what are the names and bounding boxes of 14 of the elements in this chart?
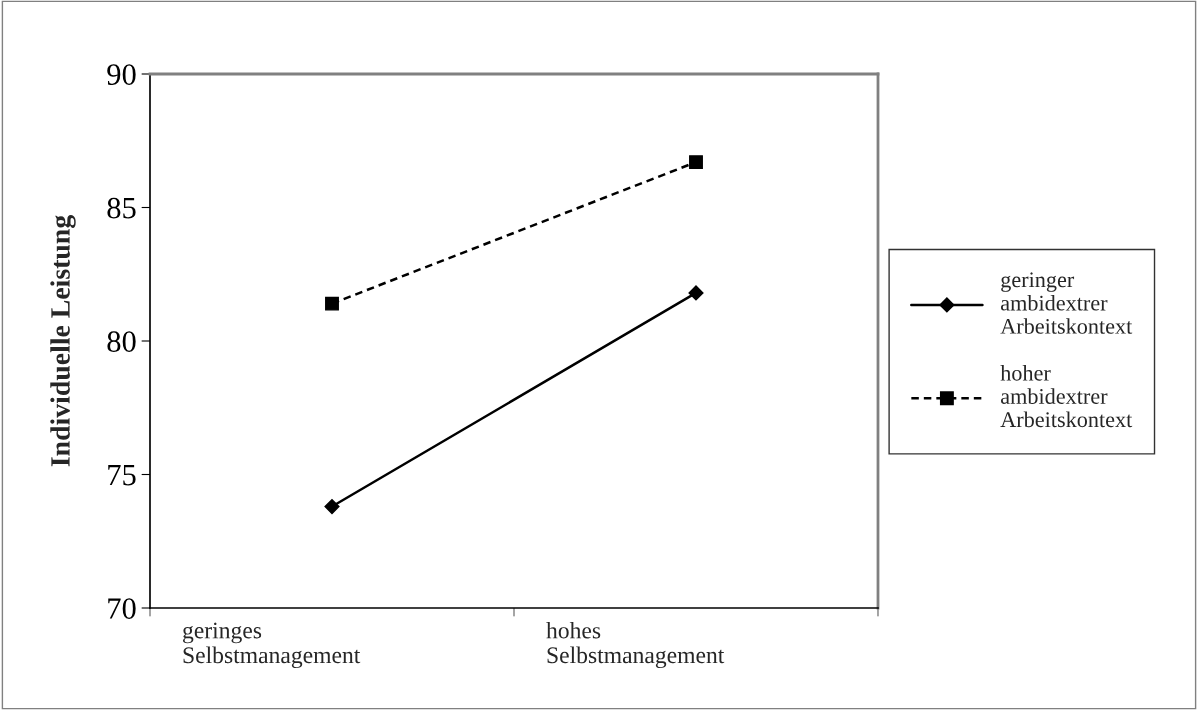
- x-tick-label: hohes Selbstmanagement: [546, 621, 725, 669]
- y-tick-label: 90: [107, 64, 136, 85]
- y-tick-label: 70: [108, 598, 136, 619]
- point: [324, 498, 340, 515]
- y-tick-label: 75: [108, 465, 136, 486]
- point: [325, 296, 339, 311]
- legend-label: hoher ambidextrer Arbeitskontext: [1000, 365, 1133, 428]
- point: [689, 155, 703, 170]
- point: [688, 285, 704, 301]
- y-tick-label: 85: [107, 197, 136, 219]
- x-tick-label: geringes Selbstmanagement: [183, 622, 361, 669]
- y-axis-title: Individuelle Leistung: [50, 215, 76, 467]
- y-tick-label: 80: [107, 331, 136, 352]
- legend-label: geringer ambidextrer Arbeitskontext: [1000, 272, 1133, 334]
